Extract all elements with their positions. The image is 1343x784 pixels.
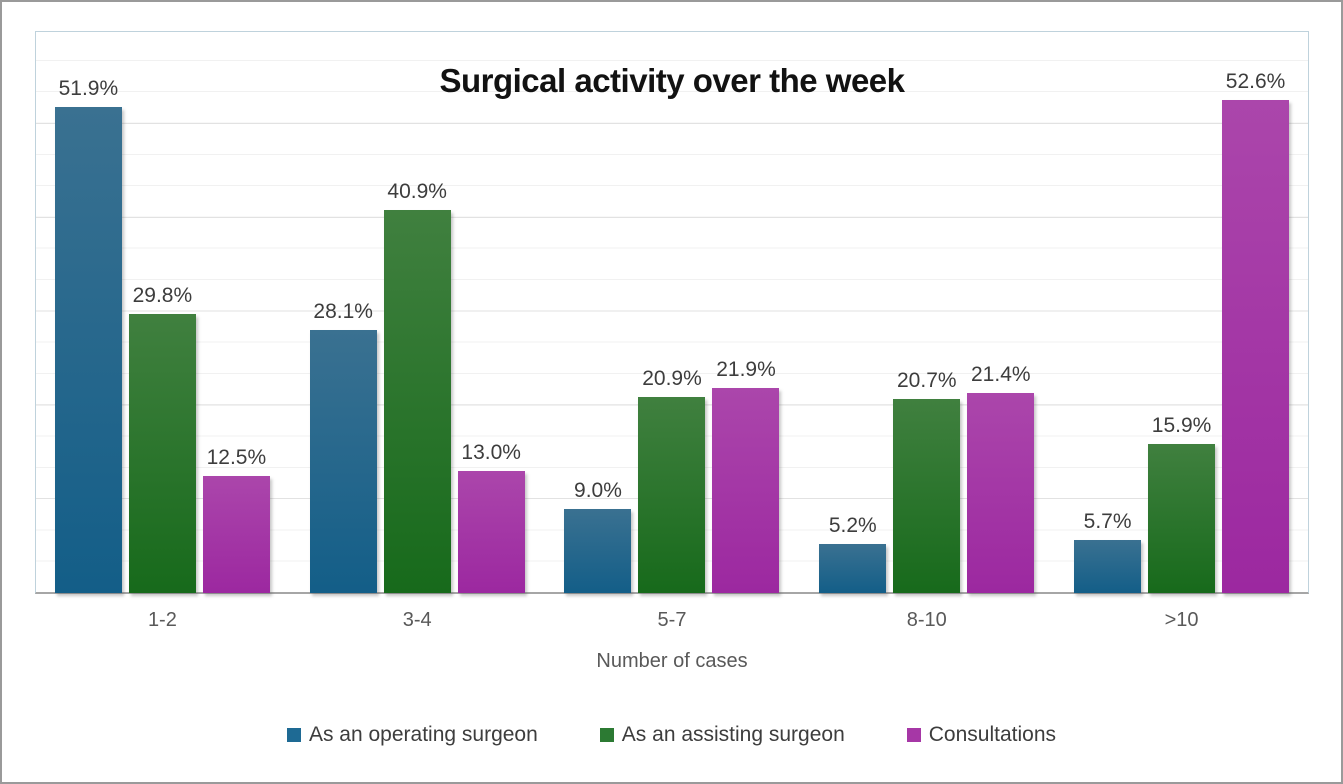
bar-as-an-assisting-surgeon->10	[1148, 444, 1216, 593]
bar-value-label: 15.9%	[1151, 414, 1212, 438]
bar-group-1-2: 51.9% 29.8% 12.5%	[35, 31, 290, 593]
bar-value-label: 40.9%	[387, 179, 447, 203]
bar-group->10: 5.7% 15.9% 52.6%	[1054, 31, 1309, 593]
legend-swatch-icon	[906, 728, 921, 742]
bar-wrap: 28.1%	[309, 300, 377, 593]
bar-value-label: 21.9%	[716, 357, 776, 381]
legend-item: As an operating surgeon	[286, 723, 538, 747]
chart-legend: As an operating surgeon As an assisting s…	[2, 723, 1341, 747]
bar-wrap: 52.6%	[1222, 70, 1290, 593]
bar-consultations-5-7	[712, 387, 780, 593]
bar-wrap: 20.9%	[638, 367, 706, 593]
x-tick-label: 8-10	[906, 609, 947, 631]
bar-as-an-assisting-surgeon-1-2	[128, 313, 196, 593]
bar-consultations-1-2	[202, 475, 270, 593]
chart-title: Surgical activity over the week	[439, 62, 905, 99]
bar-wrap: 40.9%	[383, 180, 451, 593]
bar-as-an-operating-surgeon-3-4	[309, 329, 377, 593]
legend-swatch-icon	[286, 728, 301, 742]
bar-value-label: 13.0%	[461, 441, 521, 465]
bar-value-label: 20.9%	[642, 367, 702, 391]
bar-value-label: 52.6%	[1225, 70, 1286, 94]
bar-wrap: 12.5%	[202, 446, 270, 593]
bar-as-an-operating-surgeon-5-7	[564, 508, 632, 593]
legend-label: Consultations	[928, 723, 1057, 746]
bar-value-label: 20.7%	[897, 369, 957, 393]
bar-as-an-assisting-surgeon-8-10	[893, 399, 961, 593]
bar-wrap: 21.4%	[967, 363, 1035, 593]
bar-consultations-8-10	[967, 392, 1035, 593]
bar-wrap: 29.8%	[128, 284, 196, 593]
bar-wrap: 5.7%	[1074, 510, 1142, 593]
legend-label: As an operating surgeon	[308, 723, 538, 746]
bar-value-label: 5.7%	[1083, 509, 1132, 533]
bar-group-3-4: 28.1% 40.9% 13.0%	[290, 31, 545, 593]
bar-wrap: 21.9%	[712, 358, 780, 593]
bar-value-label: 9.0%	[574, 478, 622, 502]
legend-item: Consultations	[906, 723, 1057, 747]
bar-as-an-assisting-surgeon-3-4	[383, 209, 451, 593]
bar-wrap: 51.9%	[54, 77, 122, 593]
bar-value-label: 12.5%	[206, 445, 267, 469]
bar-as-an-assisting-surgeon-5-7	[638, 397, 706, 593]
legend-label: As an assisting surgeon	[621, 723, 845, 746]
bar-value-label: 29.8%	[132, 283, 193, 307]
x-tick-label: 5-7	[657, 609, 687, 631]
bar-value-label: 51.9%	[58, 76, 119, 100]
bar-as-an-operating-surgeon->10	[1074, 539, 1142, 593]
legend-item: As an assisting surgeon	[599, 723, 845, 747]
bar-consultations-3-4	[457, 471, 525, 593]
bar-wrap: 13.0%	[457, 441, 525, 593]
bar-group-5-7: 9.0% 20.9% 21.9%	[545, 31, 800, 593]
bars-layer: 51.9% 29.8% 12.5% 28.1% 40.9% 13.0% 9.0% 20.9% 2…	[35, 31, 1309, 593]
bar-wrap: 9.0%	[564, 479, 632, 593]
bar-wrap: 20.7%	[893, 369, 961, 593]
x-tick-label: >10	[1164, 609, 1199, 631]
x-tick-label: 1-2	[147, 609, 177, 631]
bar-value-label: 21.4%	[971, 362, 1031, 386]
bar-consultations->10	[1222, 100, 1290, 593]
bar-as-an-operating-surgeon-1-2	[54, 106, 122, 593]
bar-value-label: 5.2%	[828, 514, 877, 538]
bar-group-8-10: 5.2% 20.7% 21.4%	[799, 31, 1054, 593]
x-tick-label: 3-4	[402, 609, 432, 631]
legend-swatch-icon	[599, 728, 614, 742]
x-axis-title: Number of cases	[596, 650, 748, 672]
x-axis-tick-row: 1-2 3-4 5-7 8-10 >10	[35, 609, 1309, 632]
bar-wrap: 5.2%	[819, 514, 887, 593]
bar-as-an-operating-surgeon-8-10	[819, 544, 887, 593]
bar-wrap: 15.9%	[1148, 414, 1216, 593]
bar-value-label: 28.1%	[313, 299, 373, 323]
